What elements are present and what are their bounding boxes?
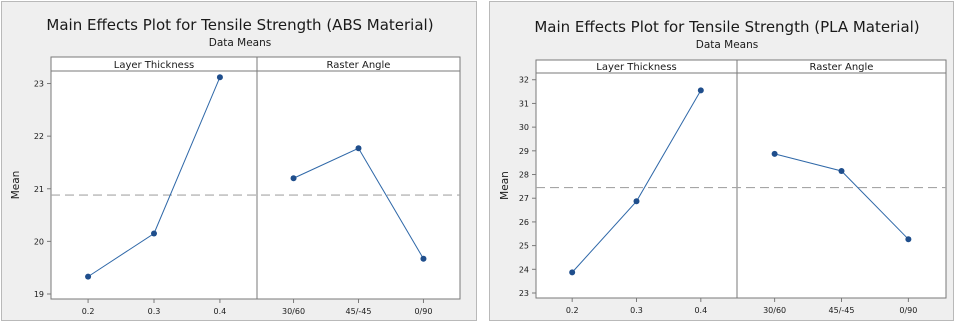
y-tick-label: 19 [34,290,44,299]
x-tick-label: 0.3 [630,306,643,315]
x-tick-label: 0/90 [414,307,432,316]
data-point [290,175,297,182]
plot-area [50,56,461,300]
y-tick-label: 20 [34,237,44,246]
y-tick-label: 22 [34,132,44,141]
data-point [771,150,778,157]
chart-panel-pla: Main Effects Plot for Tensile Strength (… [489,1,954,321]
y-tick-label: 25 [519,242,529,251]
y-tick-label: 27 [519,194,529,203]
data-point [697,87,704,94]
y-tick-label: 32 [519,76,529,85]
data-point [569,269,576,276]
y-tick-label: 23 [34,80,44,89]
y-tick-label: 29 [519,147,529,156]
x-tick-label: 0.4 [214,307,227,316]
data-point [216,74,223,81]
x-tick-label: 30/60 [763,306,786,315]
plot-area [535,59,947,299]
x-tick-label: 45/-45 [829,306,855,315]
data-point [151,230,157,237]
chart-pla-svg: Main Effects Plot for Tensile Strength (… [499,18,947,315]
x-tick-label: 0/90 [899,306,917,315]
y-tick-label: 23 [519,289,529,298]
chart-panel-abs: Main Effects Plot for Tensile Strength (… [1,1,477,321]
chart-abs-svg: Main Effects Plot for Tensile Strength (… [10,16,461,316]
chart-title: Main Effects Plot for Tensile Strength (… [534,18,919,36]
y-tick-label: 31 [519,99,529,108]
y-axis-label: Mean [10,171,22,200]
x-tick-label: 45/-45 [346,307,372,316]
x-tick-label: 0.2 [566,306,579,315]
chart-title: Main Effects Plot for Tensile Strength (… [46,16,433,34]
facet-header: Layer Thickness [596,62,676,73]
facet-header: Layer Thickness [114,60,194,71]
y-tick-label: 30 [519,123,529,132]
x-tick-label: 30/60 [282,307,305,316]
chart-subtitle: Data Means [696,39,759,51]
y-tick-label: 21 [34,185,44,194]
x-tick-label: 0.2 [82,307,95,316]
x-tick-label: 0.3 [148,307,161,316]
data-point [85,273,92,280]
data-point [905,236,912,243]
y-tick-label: 28 [519,171,529,180]
data-point [420,255,427,262]
x-tick-label: 0.4 [694,306,707,315]
data-point [838,167,845,174]
data-point [633,198,640,205]
chart-subtitle: Data Means [209,37,272,49]
data-point [355,145,362,152]
y-tick-label: 24 [519,265,529,274]
y-axis-label: Mean [499,171,511,200]
facet-header: Raster Angle [327,60,391,71]
y-tick-label: 26 [519,218,529,227]
facet-header: Raster Angle [810,62,874,73]
